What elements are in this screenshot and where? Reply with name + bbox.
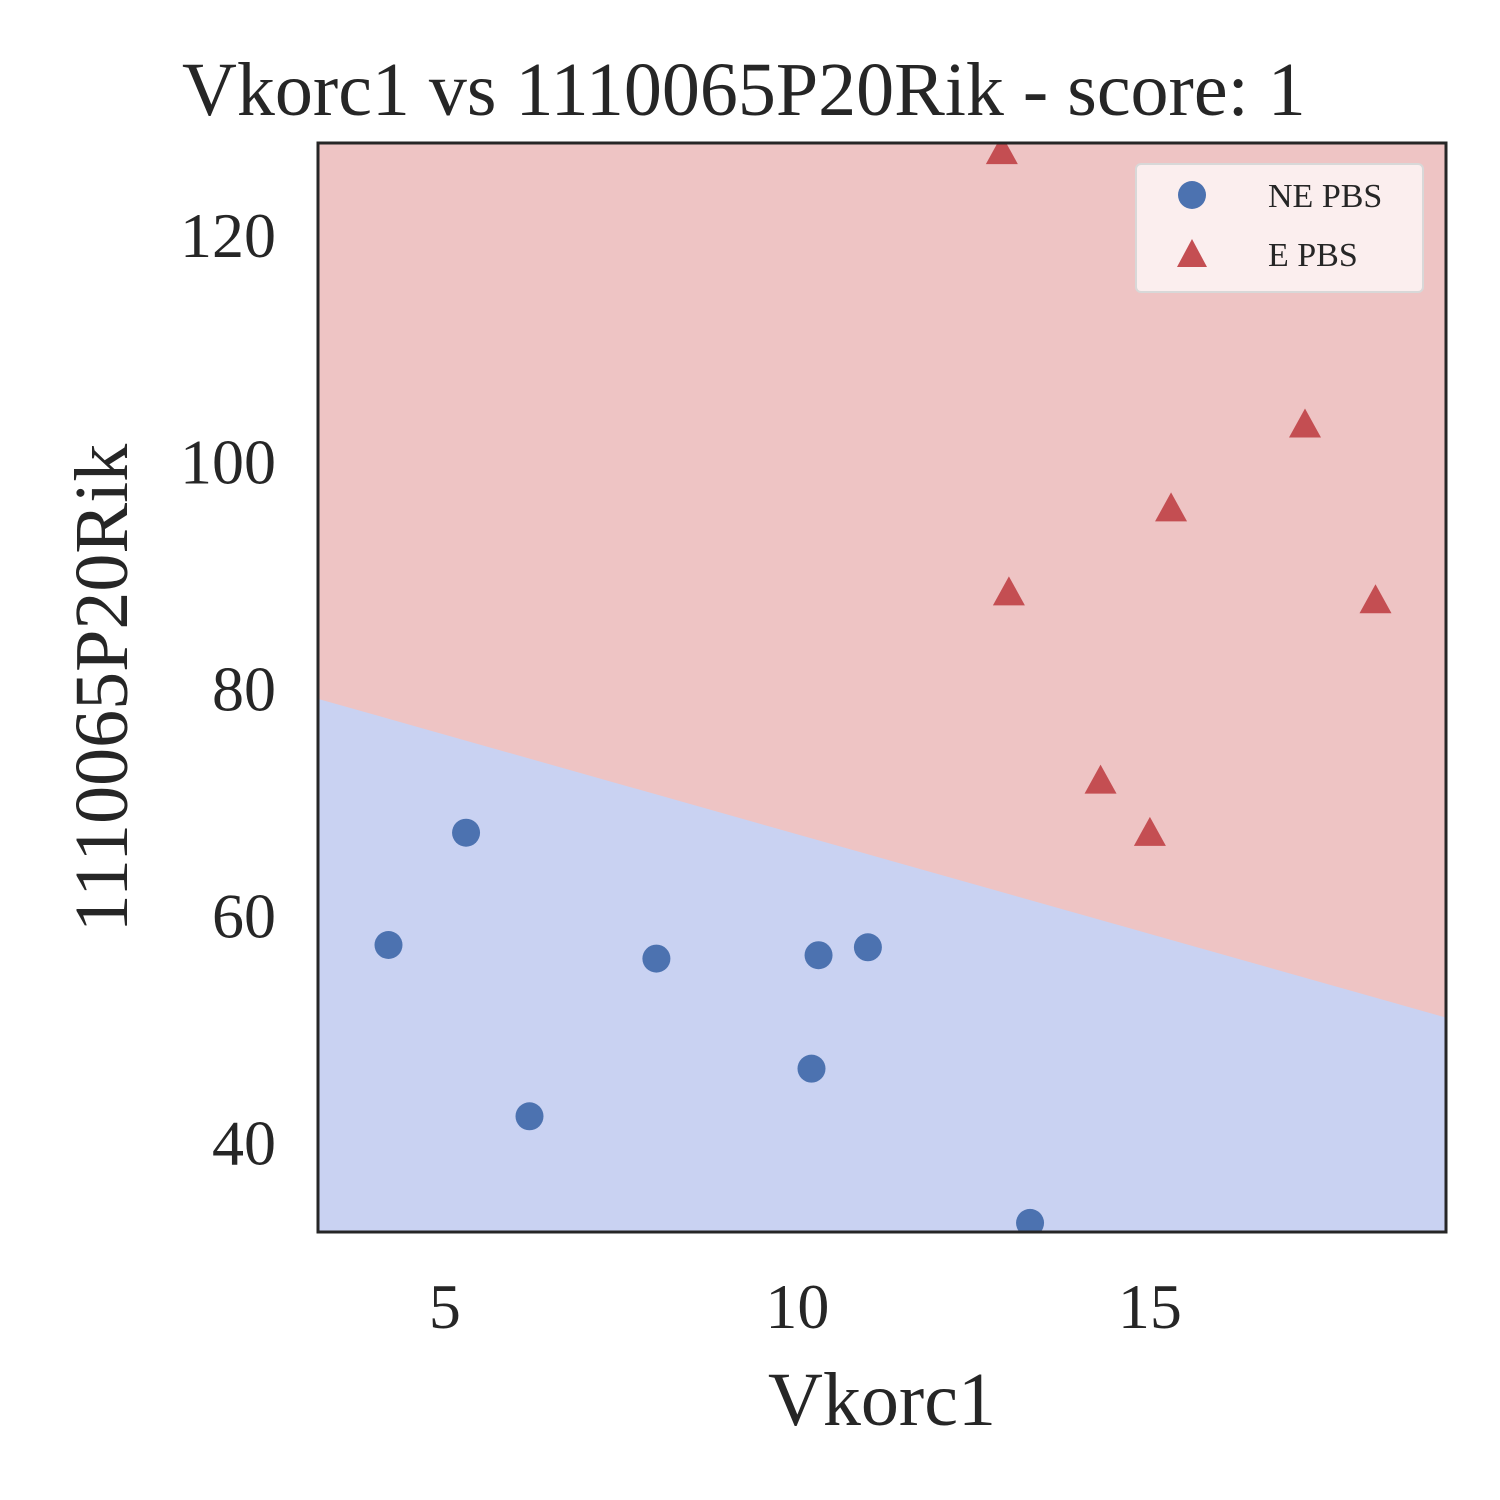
point-e-pbs-5 bbox=[1289, 408, 1321, 438]
point-ne-pbs-1 bbox=[452, 818, 481, 847]
y-axis-label: 1110065P20Rik bbox=[60, 444, 144, 932]
x-tick-label: 10 bbox=[765, 1271, 829, 1342]
y-tick-label: 100 bbox=[180, 427, 276, 498]
legend-box bbox=[1135, 163, 1424, 293]
x-tick-label: 5 bbox=[429, 1271, 461, 1342]
point-ne-pbs-0 bbox=[374, 931, 403, 960]
plot-frame bbox=[316, 141, 1448, 1234]
point-ne-pbs-6 bbox=[853, 933, 882, 962]
point-ne-pbs-2 bbox=[515, 1102, 544, 1131]
point-ne-pbs-5 bbox=[804, 941, 833, 970]
x-axis-label: Vkorc1 bbox=[768, 1358, 996, 1442]
y-tick-label: 40 bbox=[212, 1107, 276, 1178]
point-ne-pbs-4 bbox=[797, 1054, 826, 1083]
region-below-boundary bbox=[318, 698, 1446, 1232]
point-ne-pbs-7 bbox=[1016, 1208, 1045, 1232]
point-e-pbs-6 bbox=[1359, 584, 1392, 614]
point-e-pbs-3 bbox=[1133, 816, 1166, 846]
legend-marker-e-pbs bbox=[1177, 239, 1207, 267]
chart-title: Vkorc1 vs 1110065P20Rik - score: 1 bbox=[182, 48, 1306, 132]
point-ne-pbs-3 bbox=[642, 944, 671, 973]
x-tick-label: 15 bbox=[1118, 1271, 1182, 1342]
legend-marker-ne-pbs bbox=[1178, 181, 1206, 209]
legend: NE PBS E PBS bbox=[1135, 163, 1424, 293]
y-tick-label: 120 bbox=[180, 200, 276, 271]
point-e-pbs-4 bbox=[1155, 492, 1188, 522]
legend-label-e-pbs: E PBS bbox=[1268, 237, 1358, 274]
y-tick-label: 80 bbox=[212, 654, 276, 725]
point-e-pbs-0 bbox=[985, 143, 1018, 165]
point-e-pbs-1 bbox=[992, 576, 1025, 606]
y-tick-label: 60 bbox=[212, 880, 276, 951]
point-e-pbs-2 bbox=[1084, 764, 1117, 794]
legend-label-ne-pbs: NE PBS bbox=[1268, 178, 1382, 215]
